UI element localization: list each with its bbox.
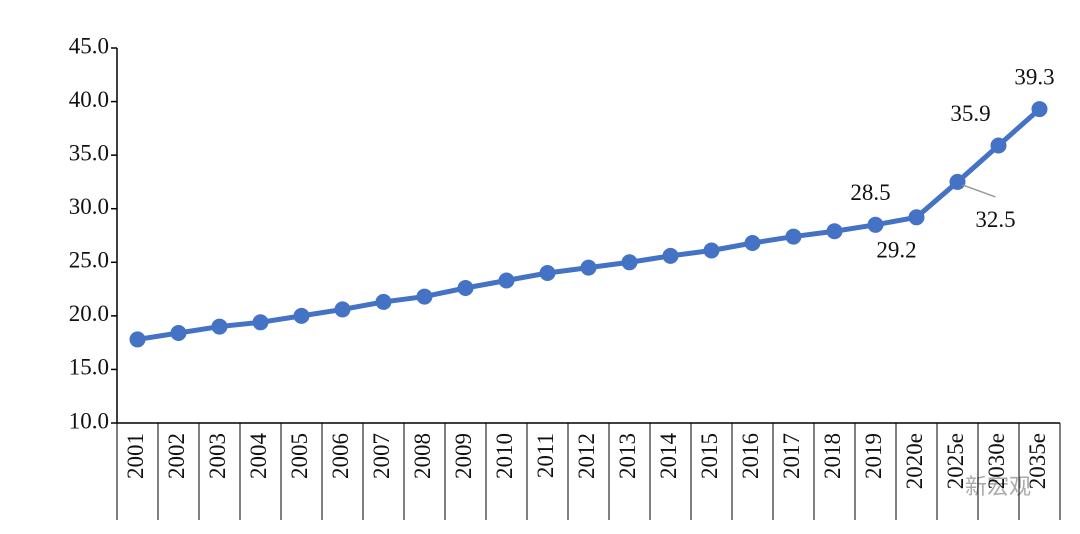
x-tick-label: 2030e (984, 433, 1009, 489)
marker (826, 223, 843, 240)
x-tick-label: 2014 (656, 433, 681, 480)
x-tick-label: 2010 (492, 433, 517, 479)
x-tick-label: 2006 (328, 433, 353, 479)
marker (416, 288, 433, 305)
marker (293, 307, 310, 324)
marker (498, 272, 515, 289)
y-tick-label: 20.0 (69, 301, 109, 326)
x-tick-label: 2018 (820, 433, 845, 479)
x-tick-label: 2035e (1025, 433, 1050, 489)
watermark: 新宏观 (965, 475, 1031, 500)
marker (375, 293, 392, 310)
y-tick-label: 25.0 (69, 248, 109, 273)
x-tick-label: 2020e (902, 433, 927, 489)
x-tick-label: 2009 (451, 433, 476, 479)
marker (1031, 101, 1048, 118)
marker (949, 173, 966, 190)
marker (252, 314, 269, 331)
x-tick-label: 2008 (410, 433, 435, 479)
marker (867, 216, 884, 233)
x-tick-label: 2013 (615, 433, 640, 479)
y-tick-label: 30.0 (69, 194, 109, 219)
data-label: 39.3 (1014, 64, 1054, 89)
marker (457, 280, 474, 296)
x-tick-label: 2001 (123, 433, 148, 479)
marker (170, 325, 187, 341)
marker (908, 209, 925, 226)
marker (580, 259, 597, 276)
marker (662, 247, 679, 264)
marker (785, 228, 802, 245)
y-tick-label: 10.0 (69, 408, 109, 433)
marker (621, 254, 638, 271)
y-tick-label: 15.0 (69, 355, 109, 380)
data-label: 32.5 (975, 207, 1015, 232)
x-tick-label: 2019 (861, 433, 886, 479)
line (137, 107, 1042, 342)
x-tick-label: 2025e (943, 433, 968, 489)
marker (744, 235, 761, 251)
marker (129, 331, 146, 348)
x-tick-label: 2016 (738, 433, 763, 479)
data-label: 29.2 (876, 238, 916, 263)
marker (539, 265, 556, 281)
x-tick-label: 2011 (533, 433, 558, 478)
data-label: 35.9 (950, 101, 990, 126)
leader-line (962, 184, 996, 198)
y-tick-label: 35.0 (69, 140, 109, 165)
marker (990, 137, 1007, 154)
x-tick-label: 2015 (697, 433, 722, 479)
x-tick-label: 2005 (287, 433, 312, 479)
marker (211, 318, 228, 335)
x-tick-label: 2004 (246, 433, 271, 480)
x-tick-label: 2007 (369, 433, 394, 479)
x-tick-label: 2002 (164, 433, 189, 479)
data-label: 28.5 (850, 180, 890, 205)
marker (334, 301, 351, 318)
marker (703, 242, 720, 259)
y-tick-label: 45.0 (69, 33, 109, 58)
x-tick-label: 2003 (205, 433, 230, 479)
x-tick-label: 2012 (574, 433, 599, 479)
x-tick-label: 2017 (779, 433, 804, 479)
y-tick-label: 40.0 (69, 87, 109, 112)
